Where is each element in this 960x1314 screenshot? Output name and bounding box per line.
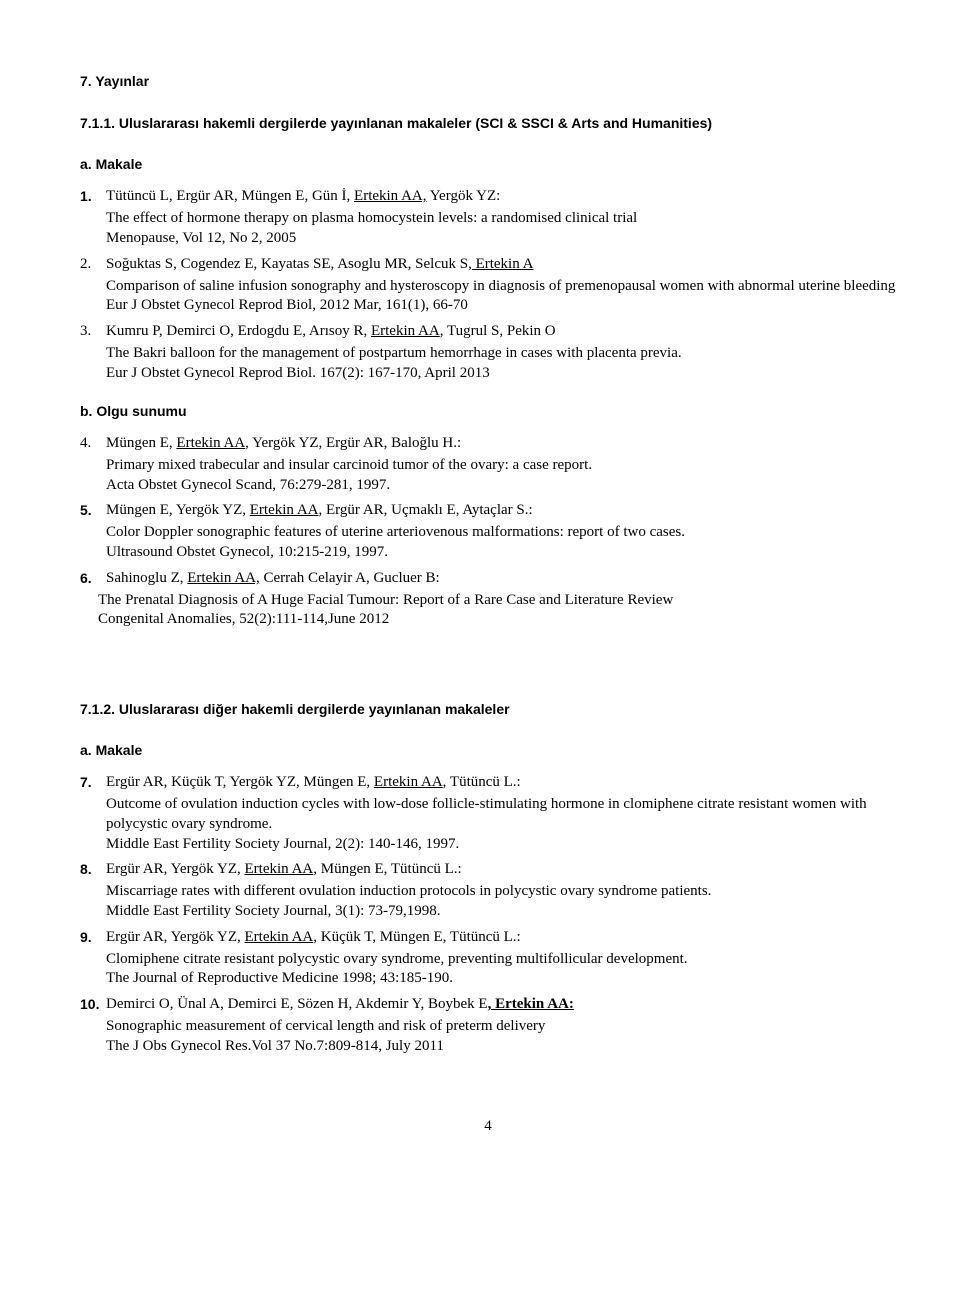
entry-line: Congenital Anomalies, 52(2):111-114,June… [98,610,896,630]
entry-line: Miscarriage rates with different ovulati… [106,882,896,902]
entry-line: Color Doppler sonographic features of ut… [106,523,896,543]
entry-line: The Bakri balloon for the management of … [106,344,896,364]
a-makale: a. Makale [80,155,896,173]
entry-9: 9. Ergür AR, Yergök YZ, Ertekin AA, Küçü… [80,928,896,989]
entry-authors: Ergür AR, Küçük T, Yergök YZ, Müngen E, … [106,773,896,793]
a-makale-2: a. Makale [80,741,896,759]
entry-line: Acta Obstet Gynecol Scand, 76:279-281, 1… [106,476,896,496]
entry-5: 5. Müngen E, Yergök YZ, Ertekin AA, Ergü… [80,501,896,562]
section-712-title: 7.1.2. Uluslararası diğer hakemli dergil… [80,700,896,718]
entry-number: 4. [80,434,106,454]
entry-number: 8. [80,860,106,878]
entry-line: Sonographic measurement of cervical leng… [106,1017,896,1037]
entry-authors: Soğuktas S, Cogendez E, Kayatas SE, Asog… [106,255,896,275]
b-olgu-sunumu: b. Olgu sunumu [80,402,896,420]
entry-10: 10. Demirci O, Ünal A, Demirci E, Sözen … [80,995,896,1056]
entry-1: 1. Tütüncü L, Ergür AR, Müngen E, Gün İ,… [80,187,896,248]
entry-3: 3. Kumru P, Demirci O, Erdogdu E, Arısoy… [80,322,896,383]
entry-authors: Müngen E, Ertekin AA, Yergök YZ, Ergür A… [106,434,896,454]
entry-line: Ultrasound Obstet Gynecol, 10:215-219, 1… [106,543,896,563]
entry-authors: Sahinoglu Z, Ertekin AA, Cerrah Celayir … [106,569,896,589]
entry-authors: Demirci O, Ünal A, Demirci E, Sözen H, A… [106,995,896,1015]
entry-number: 5. [80,501,106,519]
entry-number: 2. [80,255,106,275]
entry-line: Middle East Fertility Society Journal, 2… [106,835,896,855]
page-number: 4 [80,1117,896,1137]
entry-authors: Ergür AR, Yergök YZ, Ertekin AA, Küçük T… [106,928,896,948]
entry-line: The Journal of Reproductive Medicine 199… [106,969,896,989]
entry-line: Eur J Obstet Gynecol Reprod Biol. 167(2)… [106,364,896,384]
entry-6: 6. Sahinoglu Z, Ertekin AA, Cerrah Celay… [80,569,896,630]
entry-line: Outcome of ovulation induction cycles wi… [106,795,896,835]
entry-authors: Tütüncü L, Ergür AR, Müngen E, Gün İ, Er… [106,187,896,207]
entry-number: 7. [80,773,106,791]
entry-number: 1. [80,187,106,205]
entry-2: 2. Soğuktas S, Cogendez E, Kayatas SE, A… [80,255,896,316]
entry-number: 6. [80,569,106,587]
entry-line: Menopause, Vol 12, No 2, 2005 [106,229,896,249]
entry-line: The J Obs Gynecol Res.Vol 37 No.7:809-81… [106,1037,896,1057]
entry-number: 9. [80,928,106,946]
entry-line: Clomiphene citrate resistant polycystic … [106,950,896,970]
entry-authors: Müngen E, Yergök YZ, Ertekin AA, Ergür A… [106,501,896,521]
section-711-title: 7.1.1. Uluslararası hakemli dergilerde y… [80,114,896,132]
entry-line: Comparison of saline infusion sonography… [106,277,896,297]
entry-line: The effect of hormone therapy on plasma … [106,209,896,229]
entry-line: Primary mixed trabecular and insular car… [106,456,896,476]
entry-number: 10. [80,995,106,1013]
entry-authors: Ergür AR, Yergök YZ, Ertekin AA, Müngen … [106,860,896,880]
entry-line: Eur J Obstet Gynecol Reprod Biol, 2012 M… [106,296,896,316]
entry-4: 4. Müngen E, Ertekin AA, Yergök YZ, Ergü… [80,434,896,495]
entry-number: 3. [80,322,106,342]
entry-8: 8. Ergür AR, Yergök YZ, Ertekin AA, Müng… [80,860,896,921]
entry-line: Middle East Fertility Society Journal, 3… [106,902,896,922]
entry-line: The Prenatal Diagnosis of A Huge Facial … [98,591,896,611]
section-7-title: 7. Yayınlar [80,72,896,90]
entry-authors: Kumru P, Demirci O, Erdogdu E, Arısoy R,… [106,322,896,342]
entry-7: 7. Ergür AR, Küçük T, Yergök YZ, Müngen … [80,773,896,854]
